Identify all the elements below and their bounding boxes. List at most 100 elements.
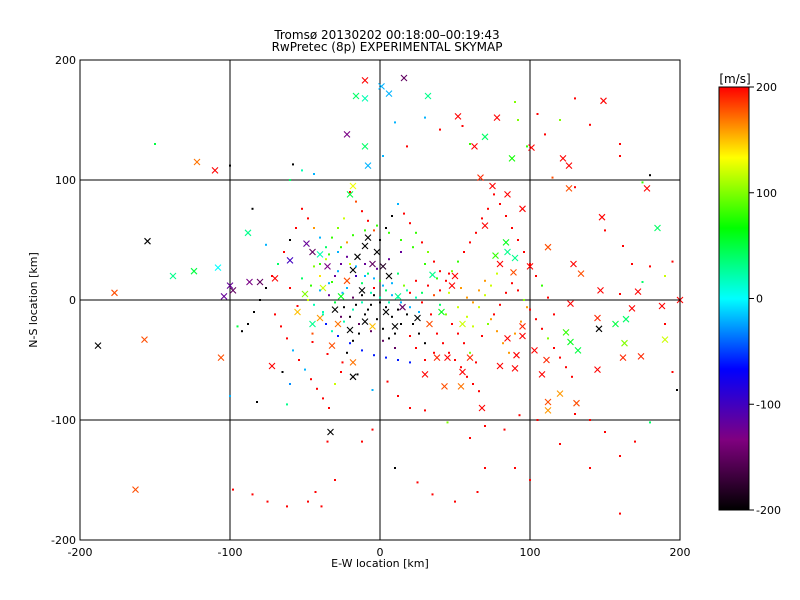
- data-point-dot: [641, 181, 644, 184]
- data-point-x: [346, 326, 354, 334]
- data-point-dot: [253, 311, 255, 313]
- data-point-x: [559, 155, 567, 162]
- chart-subtitle: RwPretec (8p) EXPERIMENTAL SKYMAP: [272, 40, 503, 54]
- data-point-dot: [514, 467, 516, 469]
- data-point-x: [246, 278, 253, 286]
- data-point-dot: [313, 303, 315, 306]
- data-point-dot: [454, 359, 456, 361]
- data-point-dot: [536, 419, 539, 421]
- colorbar-tick-label: 0: [756, 293, 763, 306]
- data-point-x: [565, 185, 573, 192]
- data-point-dot: [265, 287, 267, 289]
- data-point-dot: [427, 251, 429, 253]
- data-point-x: [448, 282, 456, 289]
- data-point-x: [316, 251, 324, 258]
- data-point-x: [358, 287, 366, 294]
- data-point-x: [544, 243, 552, 251]
- data-point-dot: [352, 296, 354, 299]
- data-point-dot: [370, 303, 372, 306]
- data-point-dot: [472, 383, 474, 385]
- data-point-dot: [409, 291, 411, 294]
- data-point-x: [508, 155, 516, 162]
- data-point-dot: [385, 356, 387, 359]
- data-point-x: [637, 353, 645, 360]
- data-point-dot: [266, 500, 269, 503]
- data-point-dot: [337, 335, 339, 337]
- data-point-dot: [319, 289, 321, 292]
- data-point-dot: [382, 339, 384, 342]
- data-point-x: [369, 323, 376, 330]
- data-point-dot: [349, 315, 351, 318]
- data-point-x: [577, 270, 585, 277]
- data-point-x: [343, 131, 351, 138]
- data-point-dot: [514, 332, 516, 335]
- data-point-x: [658, 302, 666, 310]
- data-point-x: [504, 248, 511, 256]
- data-point-x: [654, 224, 661, 232]
- data-point-x: [337, 293, 345, 300]
- data-point-dot: [298, 359, 300, 361]
- data-point-dot: [418, 332, 420, 335]
- data-point-dot: [337, 227, 339, 229]
- data-point-dot: [373, 294, 375, 297]
- data-point-x: [504, 191, 511, 198]
- data-point-dot: [289, 239, 291, 241]
- data-point-dot: [526, 306, 528, 309]
- data-point-dot: [559, 443, 561, 445]
- data-point-dot: [388, 337, 390, 340]
- data-point-dot: [421, 241, 423, 244]
- data-point-x: [331, 306, 339, 313]
- data-point-x: [193, 158, 201, 166]
- data-point-dot: [604, 431, 606, 433]
- data-point-dot: [559, 356, 561, 359]
- data-point-dot: [349, 342, 351, 345]
- data-point-dot: [484, 425, 486, 427]
- data-point-dot: [316, 387, 318, 390]
- data-point-dot: [307, 500, 309, 503]
- data-point-dot: [664, 323, 666, 325]
- data-point-dot: [304, 368, 306, 371]
- data-point-dot: [364, 313, 366, 316]
- data-point-dot: [446, 421, 449, 424]
- data-point-dot: [535, 318, 537, 321]
- data-point-dot: [448, 351, 450, 354]
- data-point-dot: [289, 383, 291, 385]
- y-tick-label: -100: [51, 414, 76, 427]
- data-point-x: [544, 407, 552, 414]
- data-point-dot: [328, 282, 330, 285]
- data-point-x: [309, 320, 316, 328]
- data-point-dot: [469, 241, 471, 244]
- data-point-x: [229, 287, 237, 294]
- data-point-x: [643, 185, 651, 192]
- data-point-x: [394, 293, 402, 300]
- data-point-dot: [439, 289, 441, 292]
- data-point-dot: [364, 275, 366, 277]
- data-point-x: [424, 92, 432, 100]
- data-point-dot: [604, 229, 606, 232]
- data-point-x: [328, 342, 336, 349]
- data-point-dot: [634, 440, 636, 443]
- data-point-dot: [352, 234, 354, 237]
- data-point-x: [496, 260, 504, 268]
- data-point-x: [519, 332, 526, 340]
- data-point-x: [268, 362, 276, 370]
- colorbar-tick-label: -100: [756, 398, 781, 411]
- data-point-x: [324, 263, 331, 270]
- data-point-dot: [388, 258, 390, 261]
- data-point-dot: [391, 282, 393, 285]
- data-point-dot: [343, 320, 345, 323]
- data-point-dot: [484, 467, 486, 469]
- data-point-dot: [574, 186, 576, 189]
- data-point-dot: [379, 296, 381, 299]
- data-point-dot: [388, 301, 390, 304]
- data-point-x: [459, 320, 466, 328]
- data-point-dot: [340, 371, 342, 373]
- data-point-dot: [565, 366, 567, 369]
- y-axis-label: N-S location [km]: [27, 252, 40, 348]
- data-point-x: [399, 303, 406, 311]
- data-point-dot: [649, 174, 651, 177]
- data-point-dot: [551, 176, 554, 179]
- data-point-x: [567, 300, 574, 307]
- data-point-dot: [502, 342, 504, 345]
